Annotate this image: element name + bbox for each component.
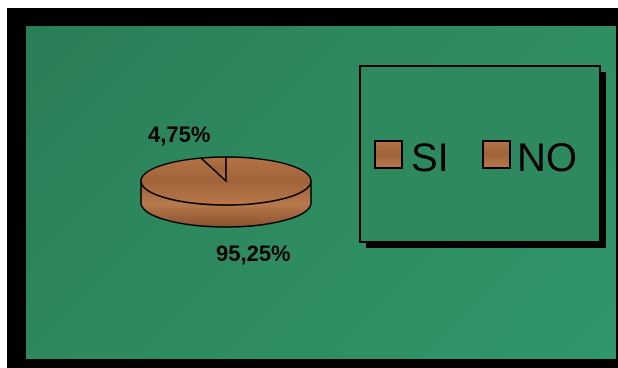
legend-label-si: SI: [411, 136, 449, 180]
data-label-no: 95,25%: [216, 241, 291, 266]
pie-slice-no: [140, 156, 312, 206]
legend-swatch-no: [482, 140, 511, 169]
pie-group: [140, 156, 312, 228]
data-label-si: 4,75%: [148, 122, 210, 147]
legend-label-no: NO: [517, 136, 577, 180]
legend-swatch-si: [374, 140, 403, 169]
